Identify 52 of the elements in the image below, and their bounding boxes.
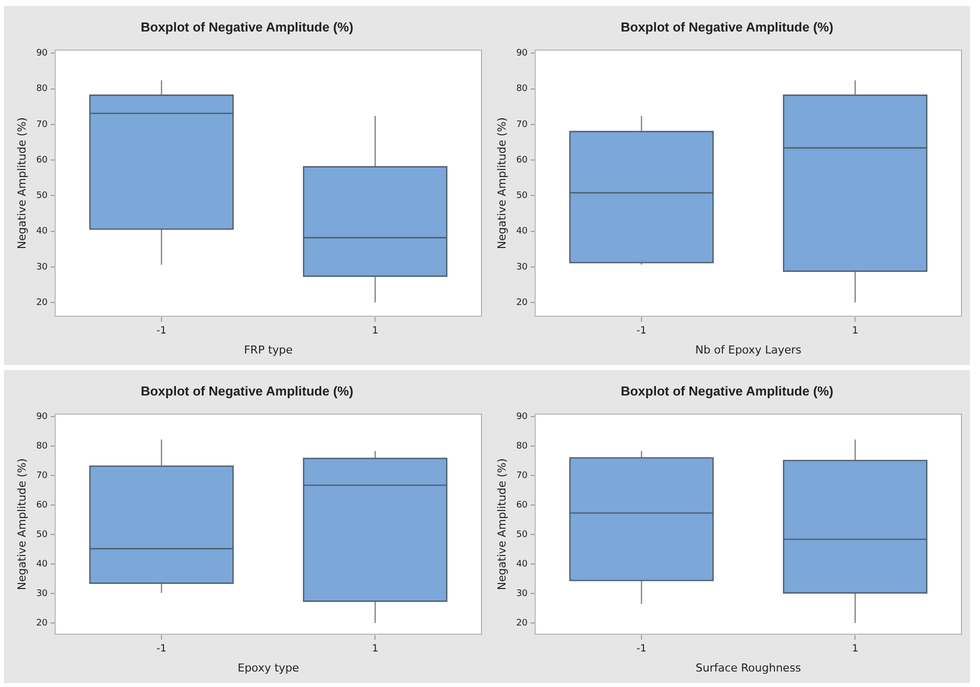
x-axis-title: Nb of Epoxy Layers <box>695 343 802 356</box>
y-tick-label: 70 <box>516 120 528 130</box>
y-tick-label: 80 <box>36 84 48 94</box>
y-tick-label: 80 <box>36 441 48 452</box>
y-tick-label: 40 <box>516 226 528 237</box>
y-tick-label: 90 <box>36 412 48 422</box>
x-tick-label: -1 <box>636 643 646 654</box>
y-tick-label: 20 <box>36 618 48 628</box>
x-tick-label: 1 <box>372 643 378 654</box>
y-tick-label: 20 <box>516 618 528 628</box>
y-tick-label: 60 <box>516 500 528 510</box>
x-axis-title: FRP type <box>244 343 293 356</box>
y-tick-label: 90 <box>516 48 528 59</box>
y-tick-label: 60 <box>36 155 48 166</box>
y-tick-label: 40 <box>516 559 528 570</box>
x-tick-label: -1 <box>636 325 646 336</box>
y-tick-label: 50 <box>516 530 528 540</box>
y-tick-label: 70 <box>36 120 48 130</box>
y-tick-label: 30 <box>36 588 48 599</box>
y-tick-label: 60 <box>36 500 48 510</box>
y-tick-label: 30 <box>516 262 528 272</box>
y-axis-title: Negative Amplitude (%) <box>495 458 508 590</box>
x-tick-label: -1 <box>156 325 166 336</box>
y-tick-label: 50 <box>516 191 528 202</box>
x-axis-title: Surface Roughness <box>696 661 802 674</box>
x-axis-title: Epoxy type <box>238 661 300 674</box>
y-tick-label: 40 <box>36 559 48 570</box>
y-tick-label: 50 <box>36 191 48 202</box>
chart-title: Boxplot of Negative Amplitude (%) <box>140 383 354 398</box>
y-axis-title: Negative Amplitude (%) <box>15 458 28 590</box>
y-tick-label: 80 <box>516 84 528 94</box>
y-tick-label: 90 <box>36 48 48 59</box>
x-tick-label: 1 <box>852 325 858 336</box>
y-axis-title: Negative Amplitude (%) <box>495 117 508 250</box>
x-tick-label: -1 <box>156 643 166 654</box>
chart-title: Boxplot of Negative Amplitude (%) <box>620 19 834 34</box>
y-tick-label: 90 <box>516 412 528 422</box>
y-tick-label: 40 <box>36 226 48 237</box>
y-axis-title: Negative Amplitude (%) <box>15 117 28 250</box>
y-tick-label: 70 <box>36 470 48 481</box>
x-tick-label: 1 <box>852 643 858 654</box>
y-tick-label: 60 <box>516 155 528 166</box>
y-tick-label: 50 <box>36 530 48 540</box>
y-tick-label: 70 <box>516 470 528 481</box>
chart-title: Boxplot of Negative Amplitude (%) <box>140 19 354 34</box>
x-tick-label: 1 <box>372 325 378 336</box>
y-tick-label: 20 <box>516 298 528 308</box>
y-tick-label: 30 <box>516 588 528 599</box>
chart-title: Boxplot of Negative Amplitude (%) <box>620 383 834 398</box>
y-tick-label: 20 <box>36 298 48 308</box>
y-tick-label: 30 <box>36 262 48 272</box>
y-tick-label: 80 <box>516 441 528 452</box>
